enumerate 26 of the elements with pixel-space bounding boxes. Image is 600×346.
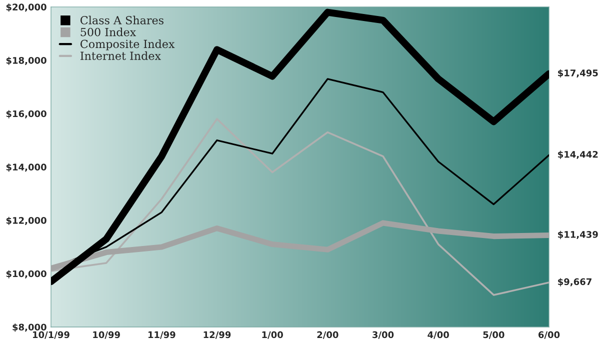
legend-label: Class A Shares [80, 16, 164, 24]
x-tick-label: 10/99 [93, 331, 120, 339]
legend-label: Composite Index [80, 40, 175, 50]
y-tick-label: $14,000 [6, 164, 46, 172]
x-tick-label: 3/00 [372, 331, 394, 339]
x-tick-label: 1/00 [262, 331, 283, 339]
x-tick-label: 2/00 [317, 331, 338, 339]
y-tick-label: $8,000 [12, 324, 46, 332]
x-tick-label: 6/00 [538, 331, 560, 339]
y-tick-label: $10,000 [6, 270, 46, 278]
y-tick-label: $12,000 [6, 216, 46, 226]
data-label: $17,495 [558, 69, 598, 78]
x-tick-label: 4/00 [428, 331, 449, 339]
data-label: $11,439 [558, 230, 598, 240]
x-tick-label: 10/1/99 [33, 331, 70, 339]
line-series [51, 118, 549, 296]
y-tick-label: $20,000 [6, 3, 46, 12]
x-tick-label: 12/99 [204, 331, 231, 339]
legend-label: Internet Index [80, 51, 161, 60]
x-tick-label: 5/00 [483, 331, 504, 339]
y-tick-label: $16,000 [6, 110, 46, 118]
data-label: $14,442 [558, 150, 598, 159]
y-tick-label: $18,000 [6, 56, 46, 66]
data-label: $9,667 [558, 278, 592, 286]
legend-label: 500 Index [80, 28, 136, 36]
x-tick-label: 11/99 [148, 331, 176, 339]
